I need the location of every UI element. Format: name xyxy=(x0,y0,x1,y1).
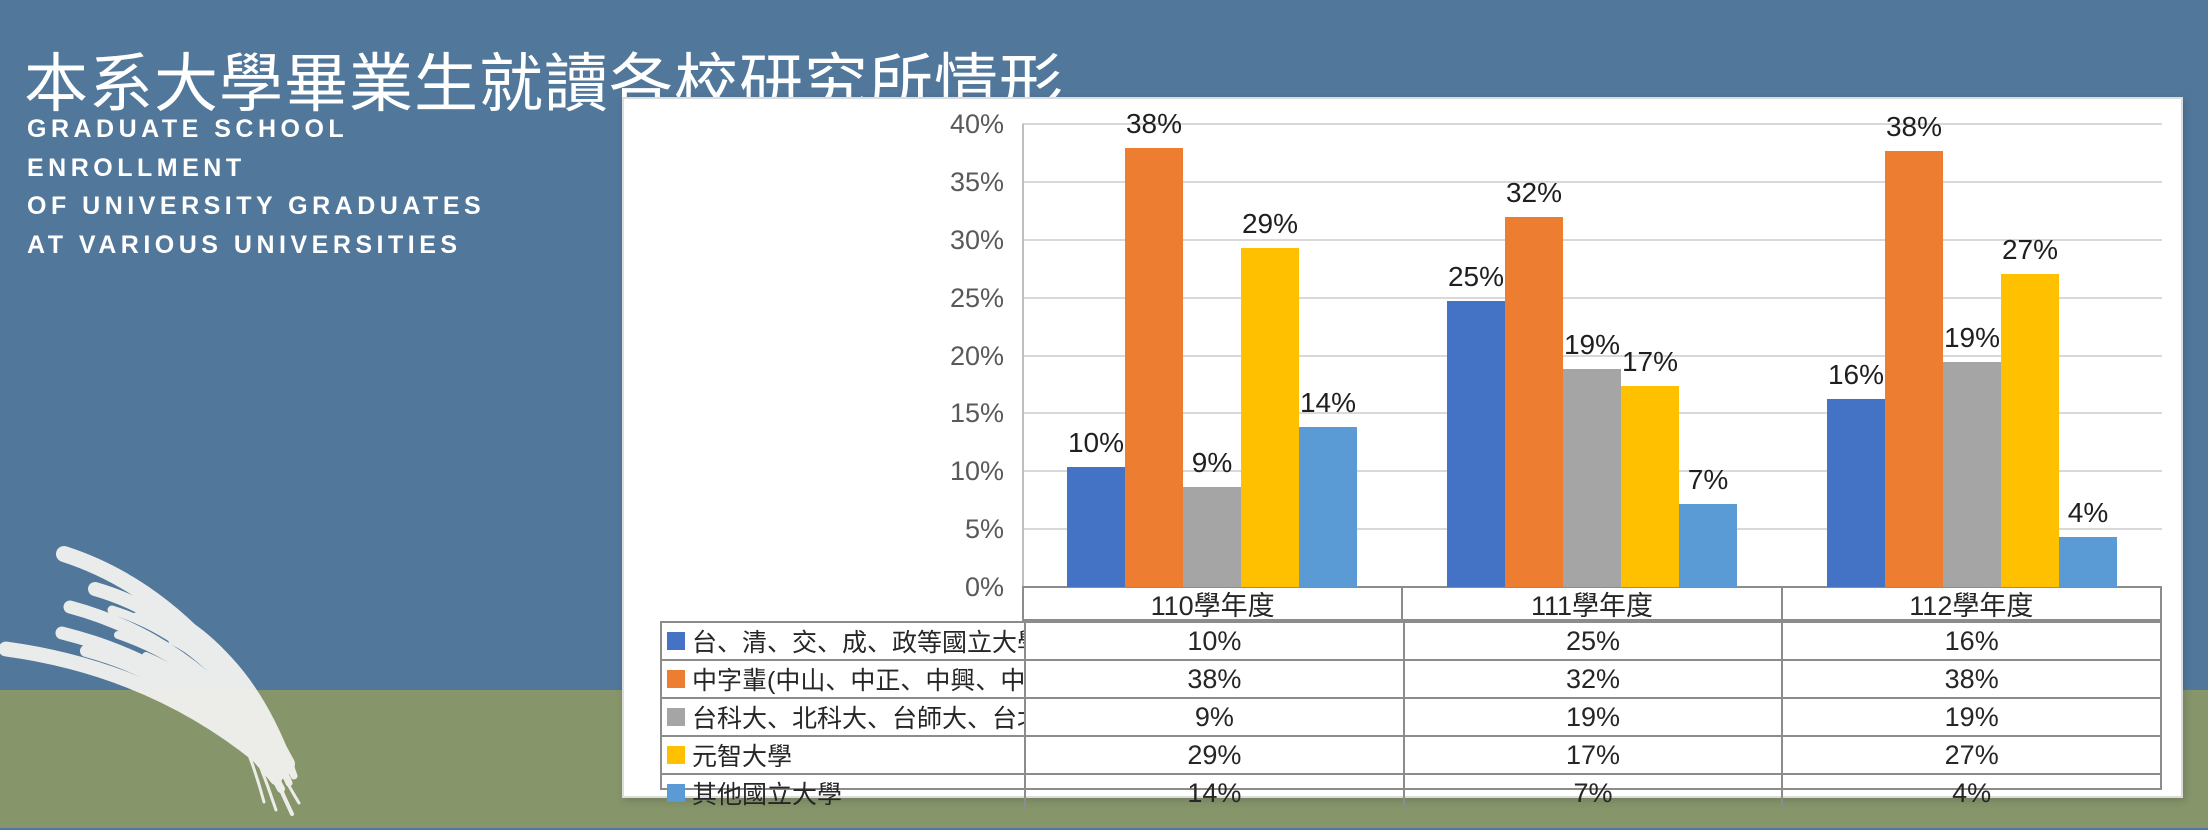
y-axis-tick-label: 5% xyxy=(964,514,1004,545)
bar-value-label: 10% xyxy=(1067,426,1125,458)
category-label: 110學年度 xyxy=(1150,590,1275,621)
chart-bar xyxy=(1505,216,1563,587)
table-value-cell: 27% xyxy=(1781,737,2160,773)
y-axis-tick-label: 15% xyxy=(949,398,1004,429)
chart-bar xyxy=(1241,247,1299,587)
y-axis-tick-label: 25% xyxy=(949,282,1004,313)
slide-subtitle-line: ENROLLMENT xyxy=(27,153,246,182)
bar-value-label: 38% xyxy=(1125,108,1183,140)
bar-value-label: 32% xyxy=(1505,176,1563,208)
bar-chart: 0% 5% 10% 15% 20% 25% 30% 35% 40% 10% 38% 9% 29% 14% 2… xyxy=(624,99,2181,811)
bar-value-label: 17% xyxy=(1621,345,1679,377)
y-axis-tick-label: 20% xyxy=(949,340,1004,371)
chart-bar xyxy=(1885,150,1943,587)
table-value-cell: 29% xyxy=(1024,737,1403,773)
slide-subtitle: GRADUATE SCHOOL ENROLLMENT OF UNIVERSITY… xyxy=(27,110,587,264)
table-row: 台科大、北科大、台師大、台北大學9%19%19% xyxy=(662,697,2160,735)
chart-bar xyxy=(1679,503,1737,587)
y-axis-tick-label: 40% xyxy=(949,109,1004,139)
slide-subtitle-line: AT VARIOUS UNIVERSITIES xyxy=(27,230,462,259)
bar-value-label: 25% xyxy=(1447,261,1505,293)
chart-bar xyxy=(1067,466,1125,587)
table-row: 元智大學 29% 17% 27% xyxy=(662,735,2160,773)
bar-value-label: 19% xyxy=(1563,329,1621,361)
chart-bar xyxy=(1827,399,1885,587)
y-axis-line xyxy=(1022,124,1024,587)
table-value-cell: 10% xyxy=(1024,623,1403,659)
table-value-cell: 9% xyxy=(1024,699,1403,735)
chart-bar xyxy=(1621,385,1679,587)
legend-key-icon xyxy=(667,632,685,650)
bar-value-label: 9% xyxy=(1191,447,1233,479)
category-label: 111學年度 xyxy=(1401,587,1780,621)
table-value-cell: 19% xyxy=(1402,699,1782,735)
gridline xyxy=(1022,123,2162,125)
bar-value-label: 4% xyxy=(2067,497,2109,529)
table-value-cell: 17% xyxy=(1402,737,1782,773)
slide-subtitle-line: OF UNIVERSITY GRADUATES xyxy=(27,192,486,220)
table-value-cell: 25% xyxy=(1402,623,1782,659)
chart-data-table: 台、清、交、成、政等國立大學 10% 25% 16% 中字輩(中山、中正、中興、中央) 3… xyxy=(660,621,2162,811)
table-value-cell: 38% xyxy=(1781,661,2160,697)
legend-key-icon xyxy=(667,708,685,726)
bar-value-label: 16% xyxy=(1827,359,1885,391)
y-axis-tick-label: 35% xyxy=(949,166,1004,197)
bar-value-label: 7% xyxy=(1687,463,1729,495)
legend-key-icon xyxy=(667,784,685,802)
chart-panel: 0% 5% 10% 15% 20% 25% 30% 35% 40% 10% 38% 9% 29% 14% 2… xyxy=(622,97,2183,811)
bar-value-label: 19% xyxy=(1943,322,2001,354)
table-value-cell: 4% xyxy=(1781,775,2160,811)
gridline xyxy=(1022,354,2162,357)
series-name: 元智大學 xyxy=(692,743,793,771)
x-axis-line xyxy=(1022,586,2162,588)
table-value-cell: 32% xyxy=(1402,661,1782,697)
series-legend-cell: 其他國立大學 xyxy=(662,775,1024,811)
chart-bar xyxy=(2001,274,2059,587)
gridline xyxy=(1022,238,2162,241)
table-row: 中字輩(中山、中正、中興、中央) 38% 32% 38% xyxy=(662,659,2160,697)
table-row: 台、清、交、成、政等國立大學 10% 25% 16% xyxy=(662,623,2160,659)
legend-key-icon xyxy=(667,746,685,764)
series-name: 中字輩(中山、中正、中興、中央) xyxy=(692,667,1024,695)
series-legend-cell: 台科大、北科大、台師大、台北大學 xyxy=(662,699,1024,735)
chart-bar xyxy=(1183,487,1241,587)
series-name: 台科大、北科大、台師大、台北大學 xyxy=(692,705,1024,733)
gridline xyxy=(1022,296,2162,299)
series-legend-cell: 中字輩(中山、中正、中興、中央) xyxy=(662,661,1024,697)
table-value-cell: 14% xyxy=(1024,775,1403,811)
chart-bar xyxy=(1125,148,1183,587)
y-axis-tick-label: 30% xyxy=(949,224,1004,255)
table-value-cell: 16% xyxy=(1781,623,2160,659)
bar-value-label: 38% xyxy=(1885,110,1943,142)
series-legend-cell: 台、清、交、成、政等國立大學 xyxy=(662,623,1024,659)
table-row: 其他國立大學 14% 7% 4% xyxy=(662,773,2160,811)
legend-key-icon xyxy=(667,670,685,688)
slide-subtitle-line: GRADUATE SCHOOL xyxy=(27,115,349,143)
chart-bar xyxy=(1563,369,1621,587)
gridline xyxy=(1022,180,2162,183)
chart-bar xyxy=(1447,301,1505,587)
bar-value-label: 29% xyxy=(1241,207,1299,239)
table-value-cell: 38% xyxy=(1024,661,1403,697)
chart-bar xyxy=(1943,362,2001,587)
table-value-cell: 7% xyxy=(1402,775,1782,811)
series-name: 台、清、交、成、政等國立大學 xyxy=(692,629,1024,657)
bar-value-label: 14% xyxy=(1299,387,1357,419)
y-axis-tick-label: 10% xyxy=(949,456,1004,487)
chart-bar xyxy=(1299,427,1357,587)
y-axis-tick-label: 0% xyxy=(964,572,1004,602)
bar-value-label: 27% xyxy=(2001,234,2059,266)
chart-bar xyxy=(2059,537,2117,587)
category-axis-strip: 110學年度 111學年度 112學年度 xyxy=(1022,587,2162,621)
table-value-cell: 19% xyxy=(1781,699,2160,735)
category-label: 112學年度 xyxy=(1780,587,2160,621)
series-legend-cell: 元智大學 xyxy=(662,737,1024,773)
series-name: 其他國立大學 xyxy=(692,781,843,809)
